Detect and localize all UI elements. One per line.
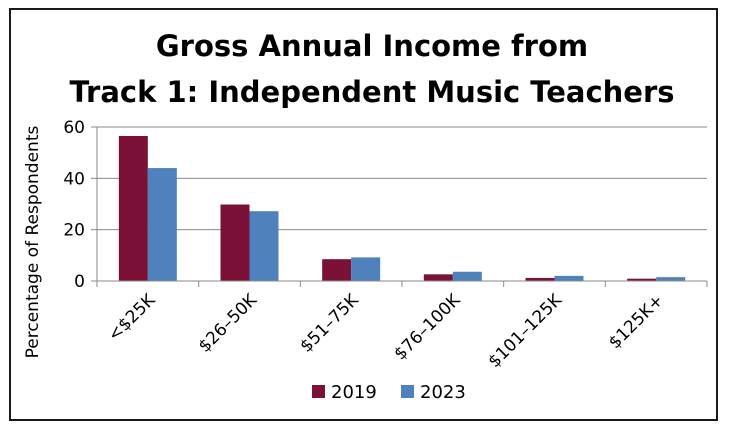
legend-label: 2019 [331,382,377,403]
bars [118,135,686,281]
y-tick-label: 40 [63,169,85,189]
bar-2023 [554,275,584,281]
legend-swatch-2019 [312,385,325,398]
legend: 2019 2023 [312,382,466,403]
bar-2019 [525,277,555,281]
y-tick-label: 0 [74,272,85,292]
bar-2019 [627,278,657,281]
bar-2019 [322,259,352,281]
bar-2019 [118,135,148,281]
chart-title-line-2: Track 1: Independent Music Teachers [69,75,674,109]
y-axis-label: Percentage of Respondents [23,126,43,359]
x-tick-label: $51–75K [296,290,363,357]
x-tick-labels: <$25K $26–50K $51–75K $76–100K $101–125K $125… [104,290,667,372]
axes [91,126,708,287]
chart-title-line-1: Gross Annual Income from [156,29,588,63]
bar-2023 [656,277,686,281]
bar-2019 [423,274,453,281]
y-tick-label: 60 [63,118,85,138]
legend-label: 2023 [420,382,466,403]
bar-2019 [220,204,250,281]
gridlines [97,126,707,231]
legend-swatch-2023 [401,385,414,398]
bar-2023 [249,211,279,281]
x-tick-label: $26–50K [195,290,262,357]
y-tick-label: 20 [63,221,85,241]
x-tick-label: $76–100K [390,290,465,365]
y-tick-labels: 0 20 40 60 [63,118,85,292]
x-tick-label: $125K+ [605,290,668,353]
bar-2023 [351,257,381,281]
bar-2023 [452,271,482,281]
x-tick-label: $101–125K [484,290,566,372]
bar-2023 [147,168,177,281]
x-tick-label: <$25K [104,290,160,346]
